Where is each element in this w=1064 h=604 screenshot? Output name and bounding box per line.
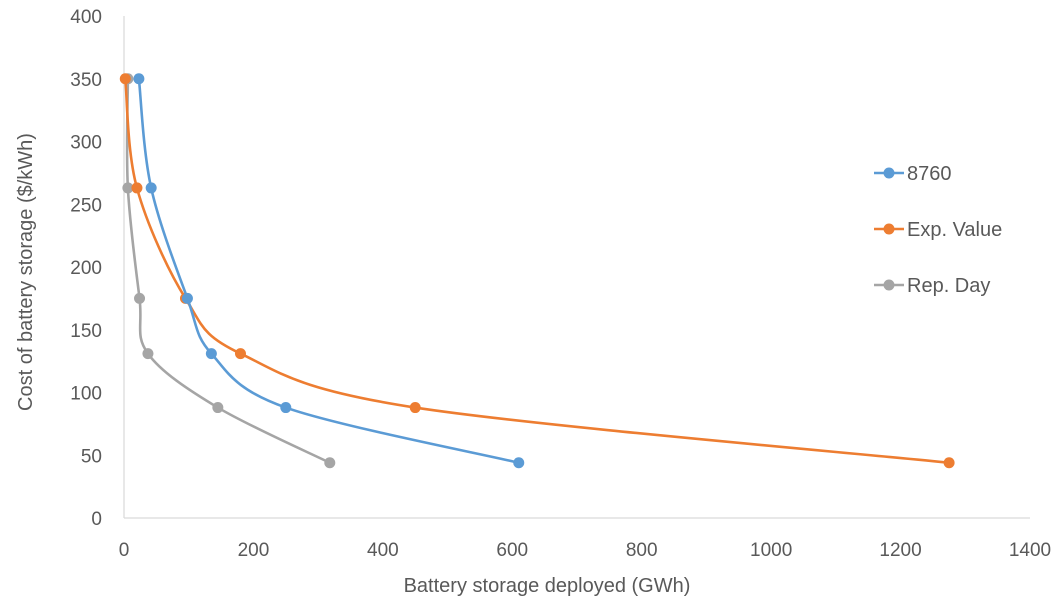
y-tick-label: 250	[70, 195, 102, 216]
data-point	[181, 292, 193, 304]
y-tick-label: 200	[70, 258, 102, 279]
y-tick-label: 0	[91, 509, 102, 530]
y-tick-label: 400	[70, 7, 102, 28]
y-axis-title: Cost of battery storage ($/kWh)	[15, 133, 37, 411]
x-tick-label: 1000	[750, 540, 792, 561]
axes: 0 50 100 150 200 250 300 350 400 0 200 400 600 800 100…	[70, 7, 1051, 561]
x-tick-label: 0	[119, 540, 130, 561]
x-tick-label: 400	[367, 540, 399, 561]
y-tick-label: 300	[70, 133, 102, 154]
legend-marker	[883, 167, 895, 179]
series-line	[137, 78, 520, 465]
y-tick-label: 100	[70, 384, 102, 405]
series-line	[125, 78, 331, 464]
data-point	[280, 402, 292, 414]
legend-label: Rep. Day	[907, 275, 990, 297]
data-point	[119, 73, 131, 85]
x-tick-label: 1200	[879, 540, 921, 561]
data-point	[134, 292, 146, 304]
legend-entry: Rep. Day	[874, 275, 990, 297]
legend-marker	[883, 223, 895, 235]
y-tick-label: 350	[70, 70, 102, 91]
x-tick-label: 200	[238, 540, 270, 561]
y-tick-label: 50	[81, 446, 102, 467]
x-axis-title: Battery storage deployed (GWh)	[404, 575, 691, 597]
data-point	[409, 402, 421, 414]
series-rep-day	[122, 73, 336, 469]
data-point	[513, 457, 525, 469]
data-point	[943, 457, 955, 469]
legend: 8760 Exp. Value Rep. Day	[874, 163, 1002, 297]
y-tick-label: 150	[70, 321, 102, 342]
legend-entry: 8760	[874, 163, 952, 185]
data-point	[212, 402, 224, 414]
series-exp-value	[119, 73, 955, 469]
data-point	[142, 348, 154, 360]
series-8760	[133, 73, 525, 469]
data-point	[145, 182, 157, 194]
data-point	[234, 348, 246, 360]
series-line	[124, 78, 950, 465]
data-point	[131, 182, 143, 194]
legend-label: Exp. Value	[907, 219, 1002, 241]
data-point	[205, 348, 217, 360]
data-point	[324, 457, 336, 469]
x-tick-label: 1400	[1009, 540, 1051, 561]
data-point	[133, 73, 145, 85]
legend-label: 8760	[907, 163, 952, 185]
legend-entry: Exp. Value	[874, 219, 1002, 241]
data-point	[122, 182, 134, 194]
series-layer	[119, 73, 955, 469]
legend-marker	[883, 279, 895, 291]
x-tick-label: 800	[626, 540, 658, 561]
x-tick-label: 600	[496, 540, 528, 561]
